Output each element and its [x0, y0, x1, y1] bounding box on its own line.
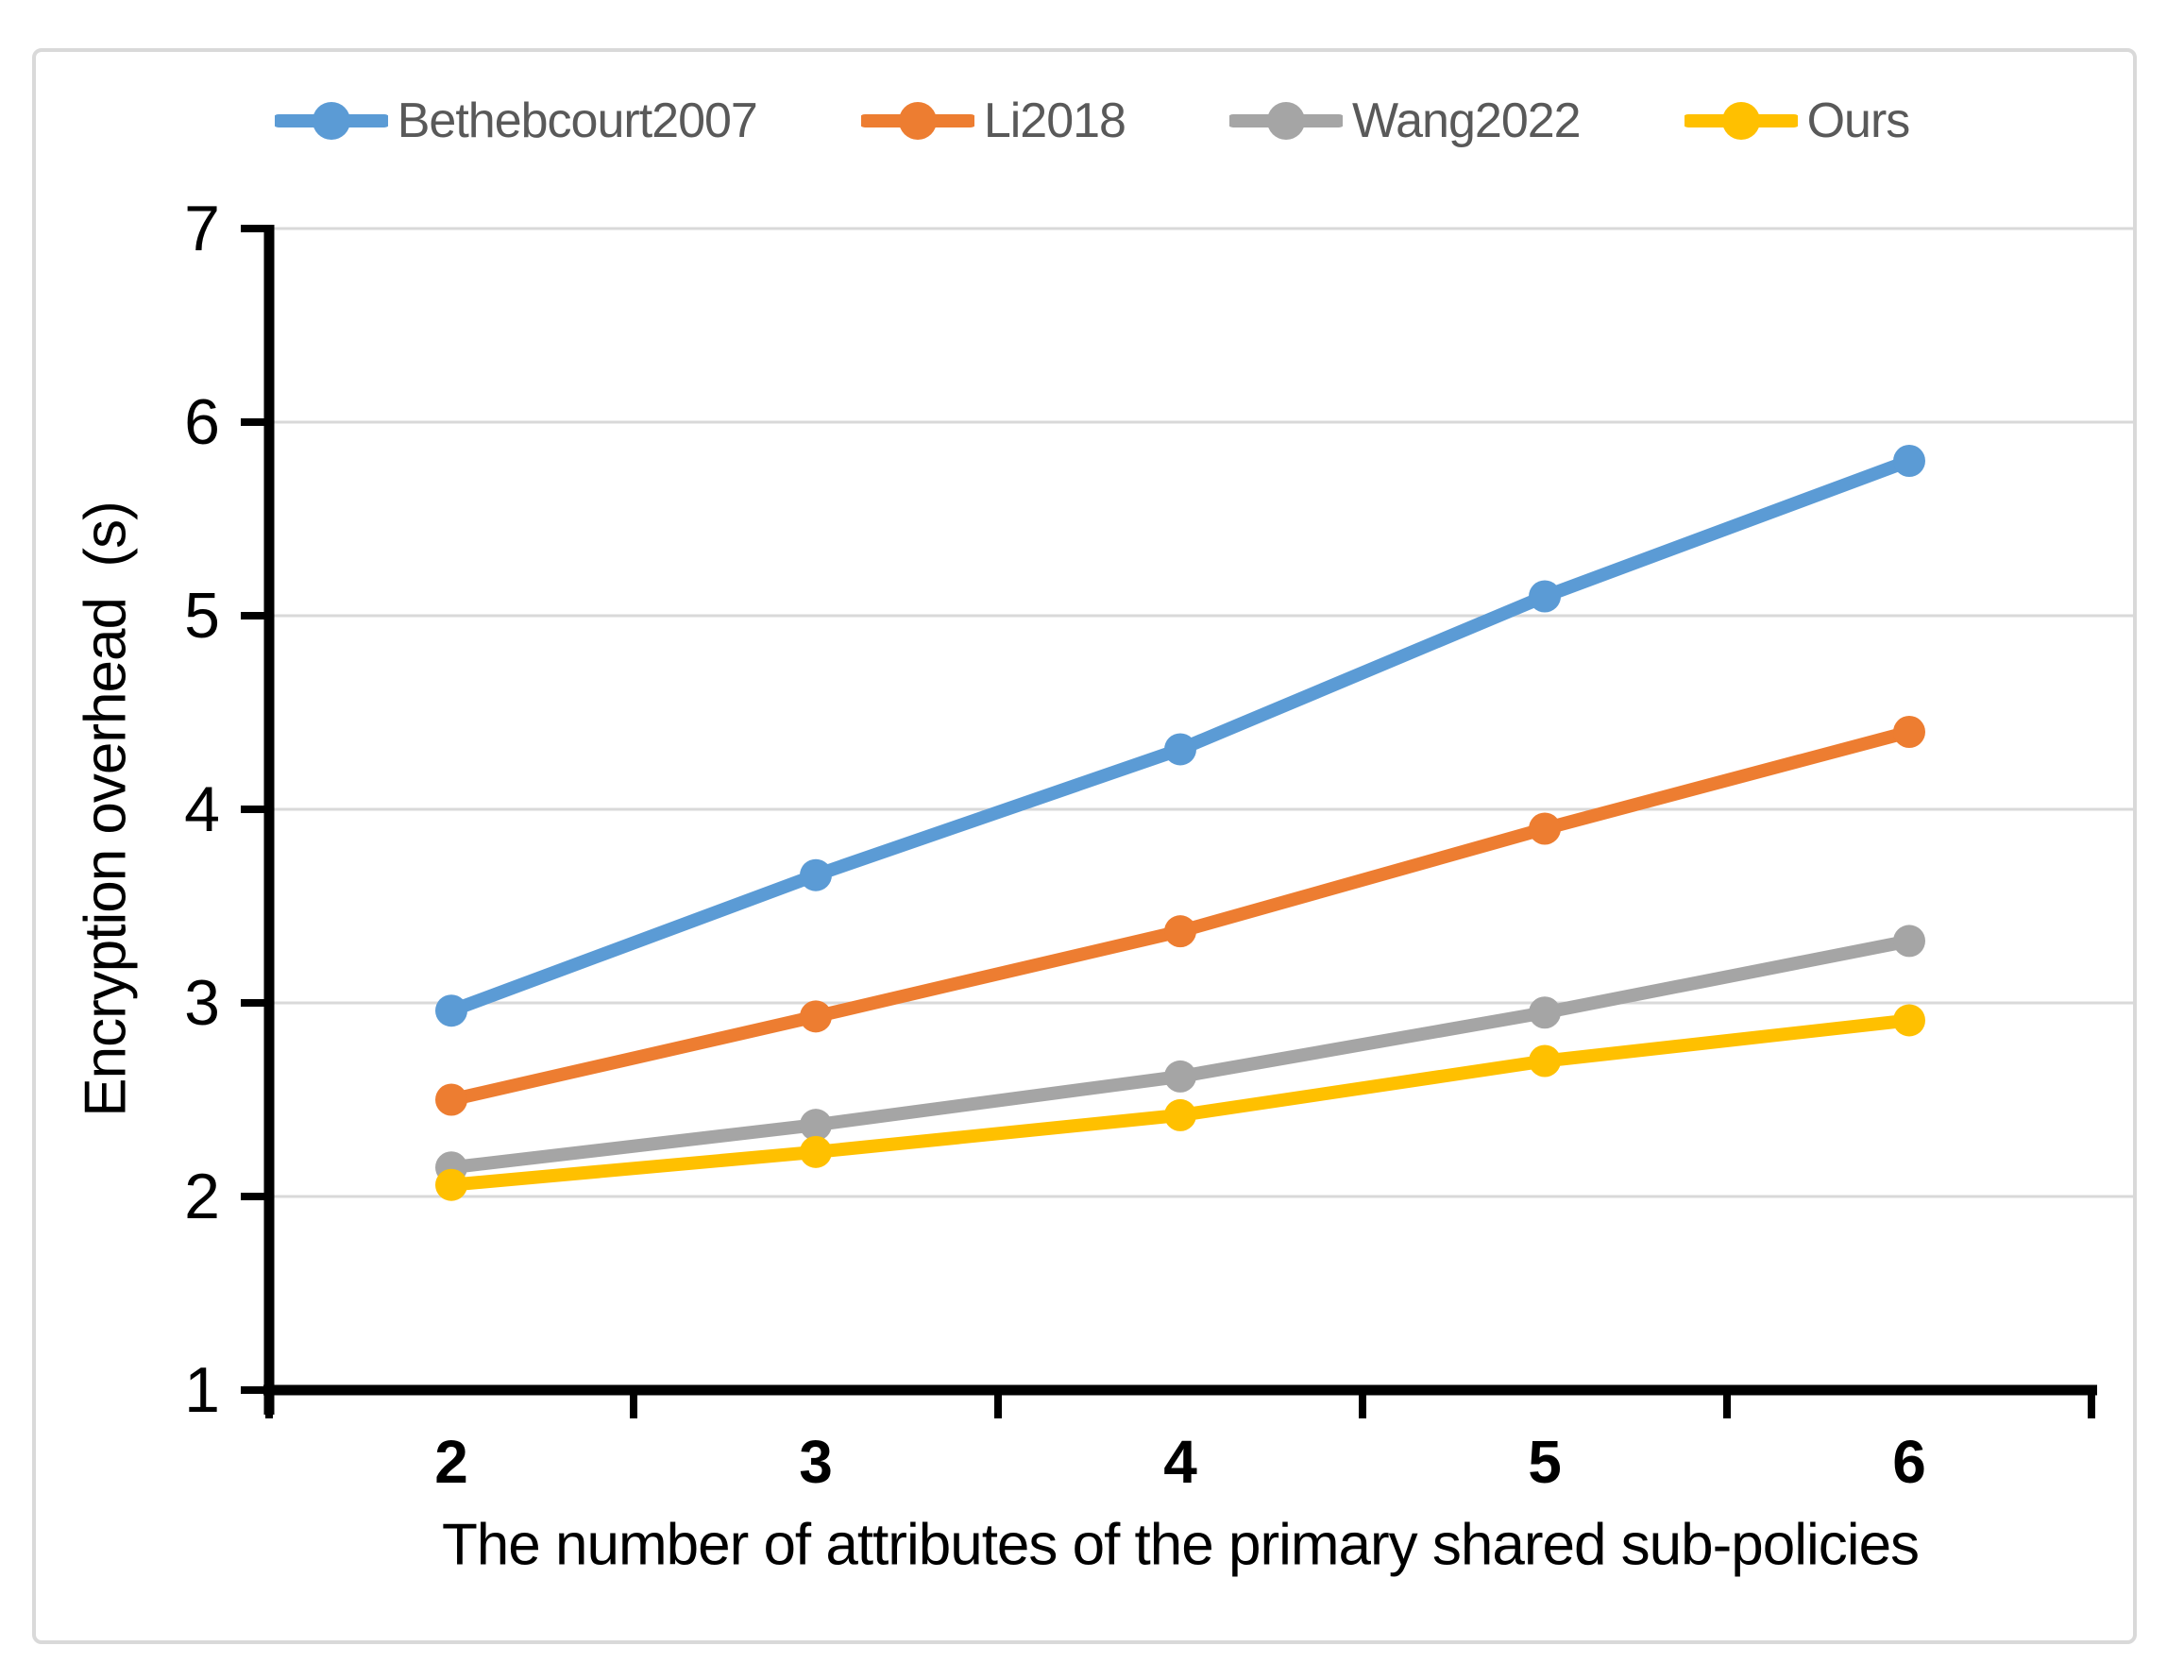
- data-point-ours-x6: [1893, 1004, 1925, 1037]
- data-point-ours-x4: [1164, 1098, 1196, 1131]
- data-point-wang2022-x3: [800, 1109, 832, 1142]
- data-point-ours-x3: [800, 1135, 832, 1168]
- legend-item-ours: Ours: [1684, 93, 1911, 149]
- y-tick-label-6: 6: [184, 386, 220, 458]
- legend-label-wang2022: Wang2022: [1351, 93, 1582, 148]
- figure-frame: [32, 48, 2137, 1644]
- data-point-li2018-x6: [1893, 716, 1925, 748]
- chart-legend: Bethebcourt2007 Li2018 Wang2022 Ours: [0, 93, 2184, 149]
- data-point-bethebcourt2007-x4: [1164, 733, 1196, 766]
- data-point-ours-x2: [435, 1168, 467, 1201]
- y-tick-label-2: 2: [184, 1161, 220, 1232]
- y-tick-label-7: 7: [184, 193, 220, 264]
- data-point-wang2022-x6: [1893, 925, 1925, 958]
- data-point-li2018-x4: [1164, 915, 1196, 948]
- legend-dot-wang2022: [1266, 102, 1305, 140]
- x-tick-label-4: 4: [1163, 1428, 1197, 1496]
- legend-marker-bethebcourt2007-icon: [274, 102, 388, 140]
- x-tick-label-6: 6: [1892, 1428, 1926, 1496]
- data-point-li2018-x3: [800, 1000, 832, 1033]
- legend-label-bethebcourt2007: Bethebcourt2007: [397, 93, 758, 148]
- data-point-ours-x5: [1529, 1044, 1561, 1078]
- legend-marker-ours-icon: [1684, 102, 1798, 140]
- data-point-li2018-x5: [1529, 812, 1561, 845]
- y-tick-label-1: 1: [184, 1354, 220, 1426]
- data-point-li2018-x2: [435, 1083, 467, 1116]
- legend-dot-bethebcourt2007: [312, 102, 350, 140]
- x-tick-label-2: 2: [434, 1428, 468, 1496]
- y-tick-label-3: 3: [184, 967, 220, 1039]
- y-tick-label-4: 4: [184, 773, 220, 845]
- legend-item-li2018: Li2018: [860, 93, 1126, 149]
- legend-item-bethebcourt2007: Bethebcourt2007: [274, 93, 758, 149]
- data-point-bethebcourt2007-x3: [800, 858, 832, 891]
- data-point-bethebcourt2007-x2: [435, 994, 467, 1027]
- x-tick-label-3: 3: [799, 1428, 833, 1496]
- legend-item-wang2022: Wang2022: [1228, 93, 1582, 149]
- y-tick-label-5: 5: [184, 580, 220, 652]
- legend-marker-wang2022-icon: [1228, 102, 1343, 140]
- legend-label-ours: Ours: [1806, 93, 1911, 148]
- data-point-wang2022-x5: [1529, 996, 1561, 1029]
- data-point-wang2022-x4: [1164, 1060, 1196, 1093]
- data-point-bethebcourt2007-x6: [1893, 445, 1925, 477]
- x-tick-label-5: 5: [1528, 1428, 1562, 1496]
- legend-label-li2018: Li2018: [983, 93, 1126, 148]
- legend-dot-ours: [1721, 102, 1760, 140]
- legend-dot-li2018: [898, 102, 937, 140]
- data-point-bethebcourt2007-x5: [1529, 580, 1561, 613]
- legend-marker-li2018-icon: [860, 102, 974, 140]
- x-axis-title: The number of attributes of the primary …: [441, 1512, 1920, 1578]
- y-axis-title: Encryption overhead (s): [73, 501, 139, 1117]
